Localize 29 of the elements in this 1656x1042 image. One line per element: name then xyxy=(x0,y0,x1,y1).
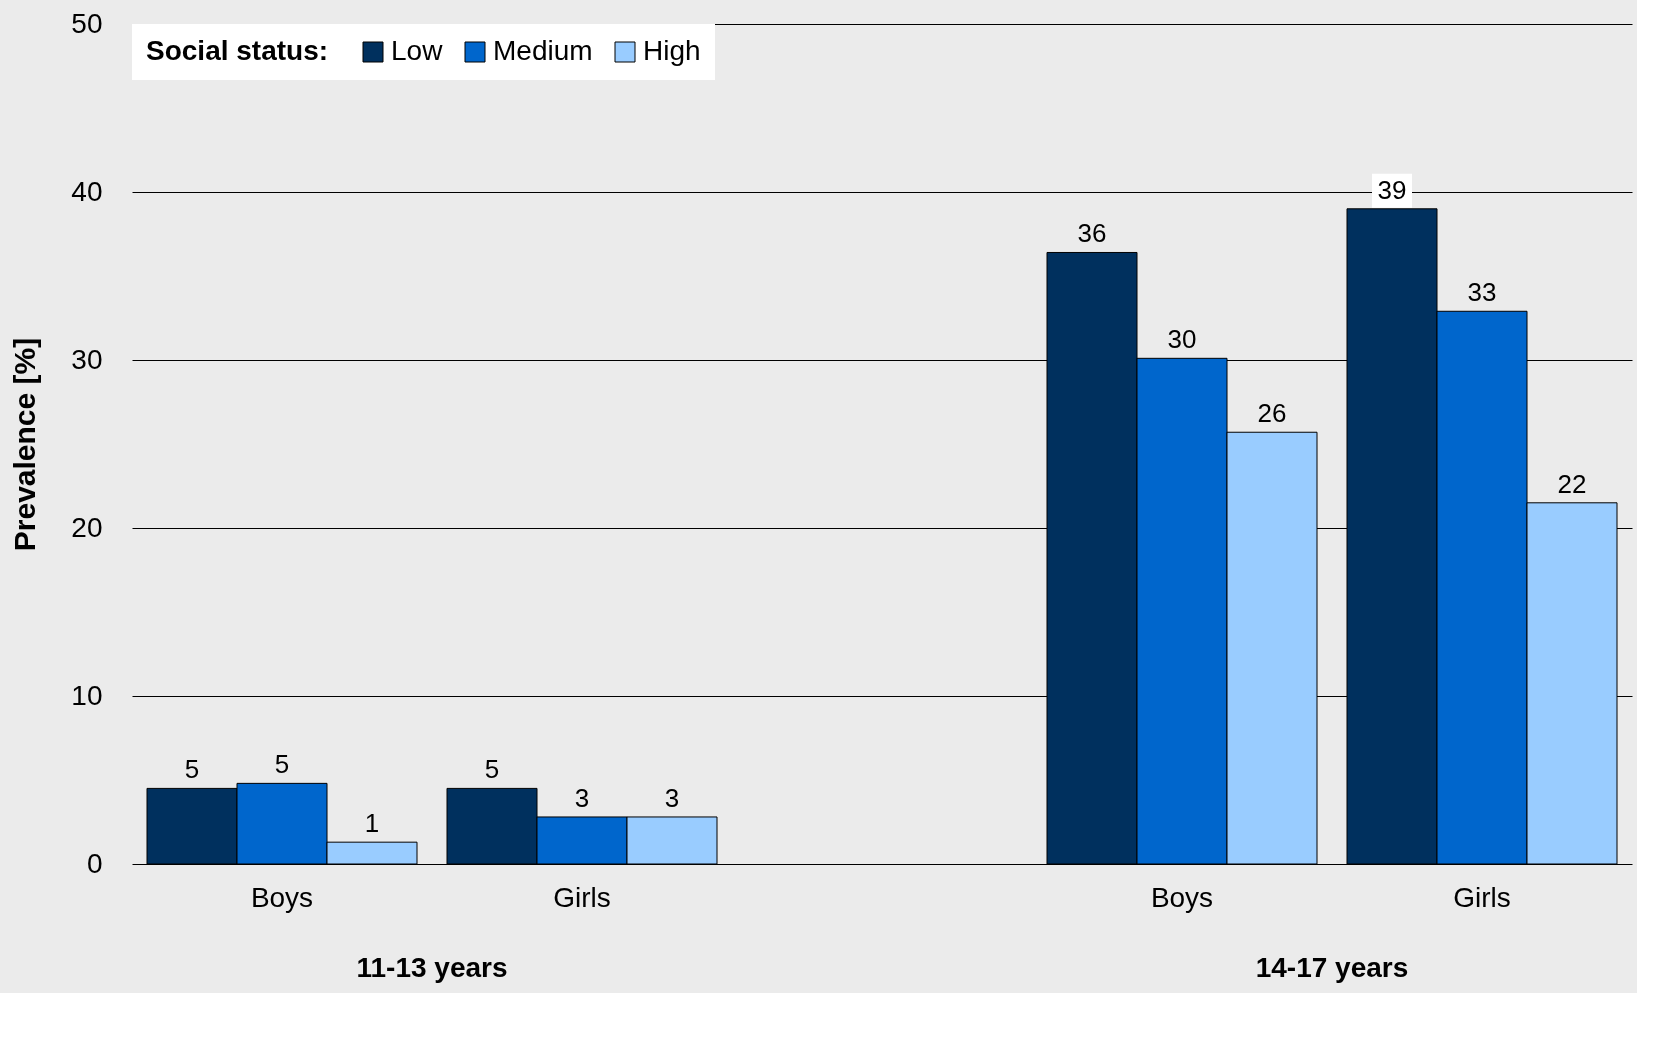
x-tick-label: Girls xyxy=(553,881,611,913)
data-label: 36 xyxy=(1077,218,1107,249)
x-tick-label: Boys xyxy=(250,881,314,913)
y-tick-label: 20 xyxy=(71,511,103,543)
data-label: 26 xyxy=(1257,398,1287,429)
x-tick-label: Boys xyxy=(1150,881,1214,913)
y-tick-label: 50 xyxy=(71,7,103,39)
y-tick-label: 30 xyxy=(71,343,103,375)
data-label: 5 xyxy=(274,749,290,780)
legend-label: Low xyxy=(391,35,444,66)
legend-label: High xyxy=(643,35,701,66)
legend-label: Medium xyxy=(493,35,593,66)
y-tick-label: 10 xyxy=(71,679,103,711)
data-label: 39 xyxy=(1377,174,1407,205)
y-tick-label: 0 xyxy=(86,847,103,879)
data-label: 5 xyxy=(184,754,200,785)
legend-title: Social status: xyxy=(146,35,329,66)
data-label: 3 xyxy=(664,782,680,813)
y-axis-title: Prevalence [%] xyxy=(8,337,42,552)
y-tick-label: 40 xyxy=(71,175,103,207)
data-label: 1 xyxy=(364,808,380,839)
data-label: 22 xyxy=(1557,468,1587,499)
data-label: 33 xyxy=(1467,277,1497,308)
data-label: 5 xyxy=(484,754,500,785)
x-tick-label: Girls xyxy=(1453,881,1511,913)
text: 14-17 years xyxy=(1255,952,1409,983)
data-label: 3 xyxy=(574,782,590,813)
text: 11-13 years xyxy=(356,952,508,983)
data-label: 30 xyxy=(1167,324,1197,355)
